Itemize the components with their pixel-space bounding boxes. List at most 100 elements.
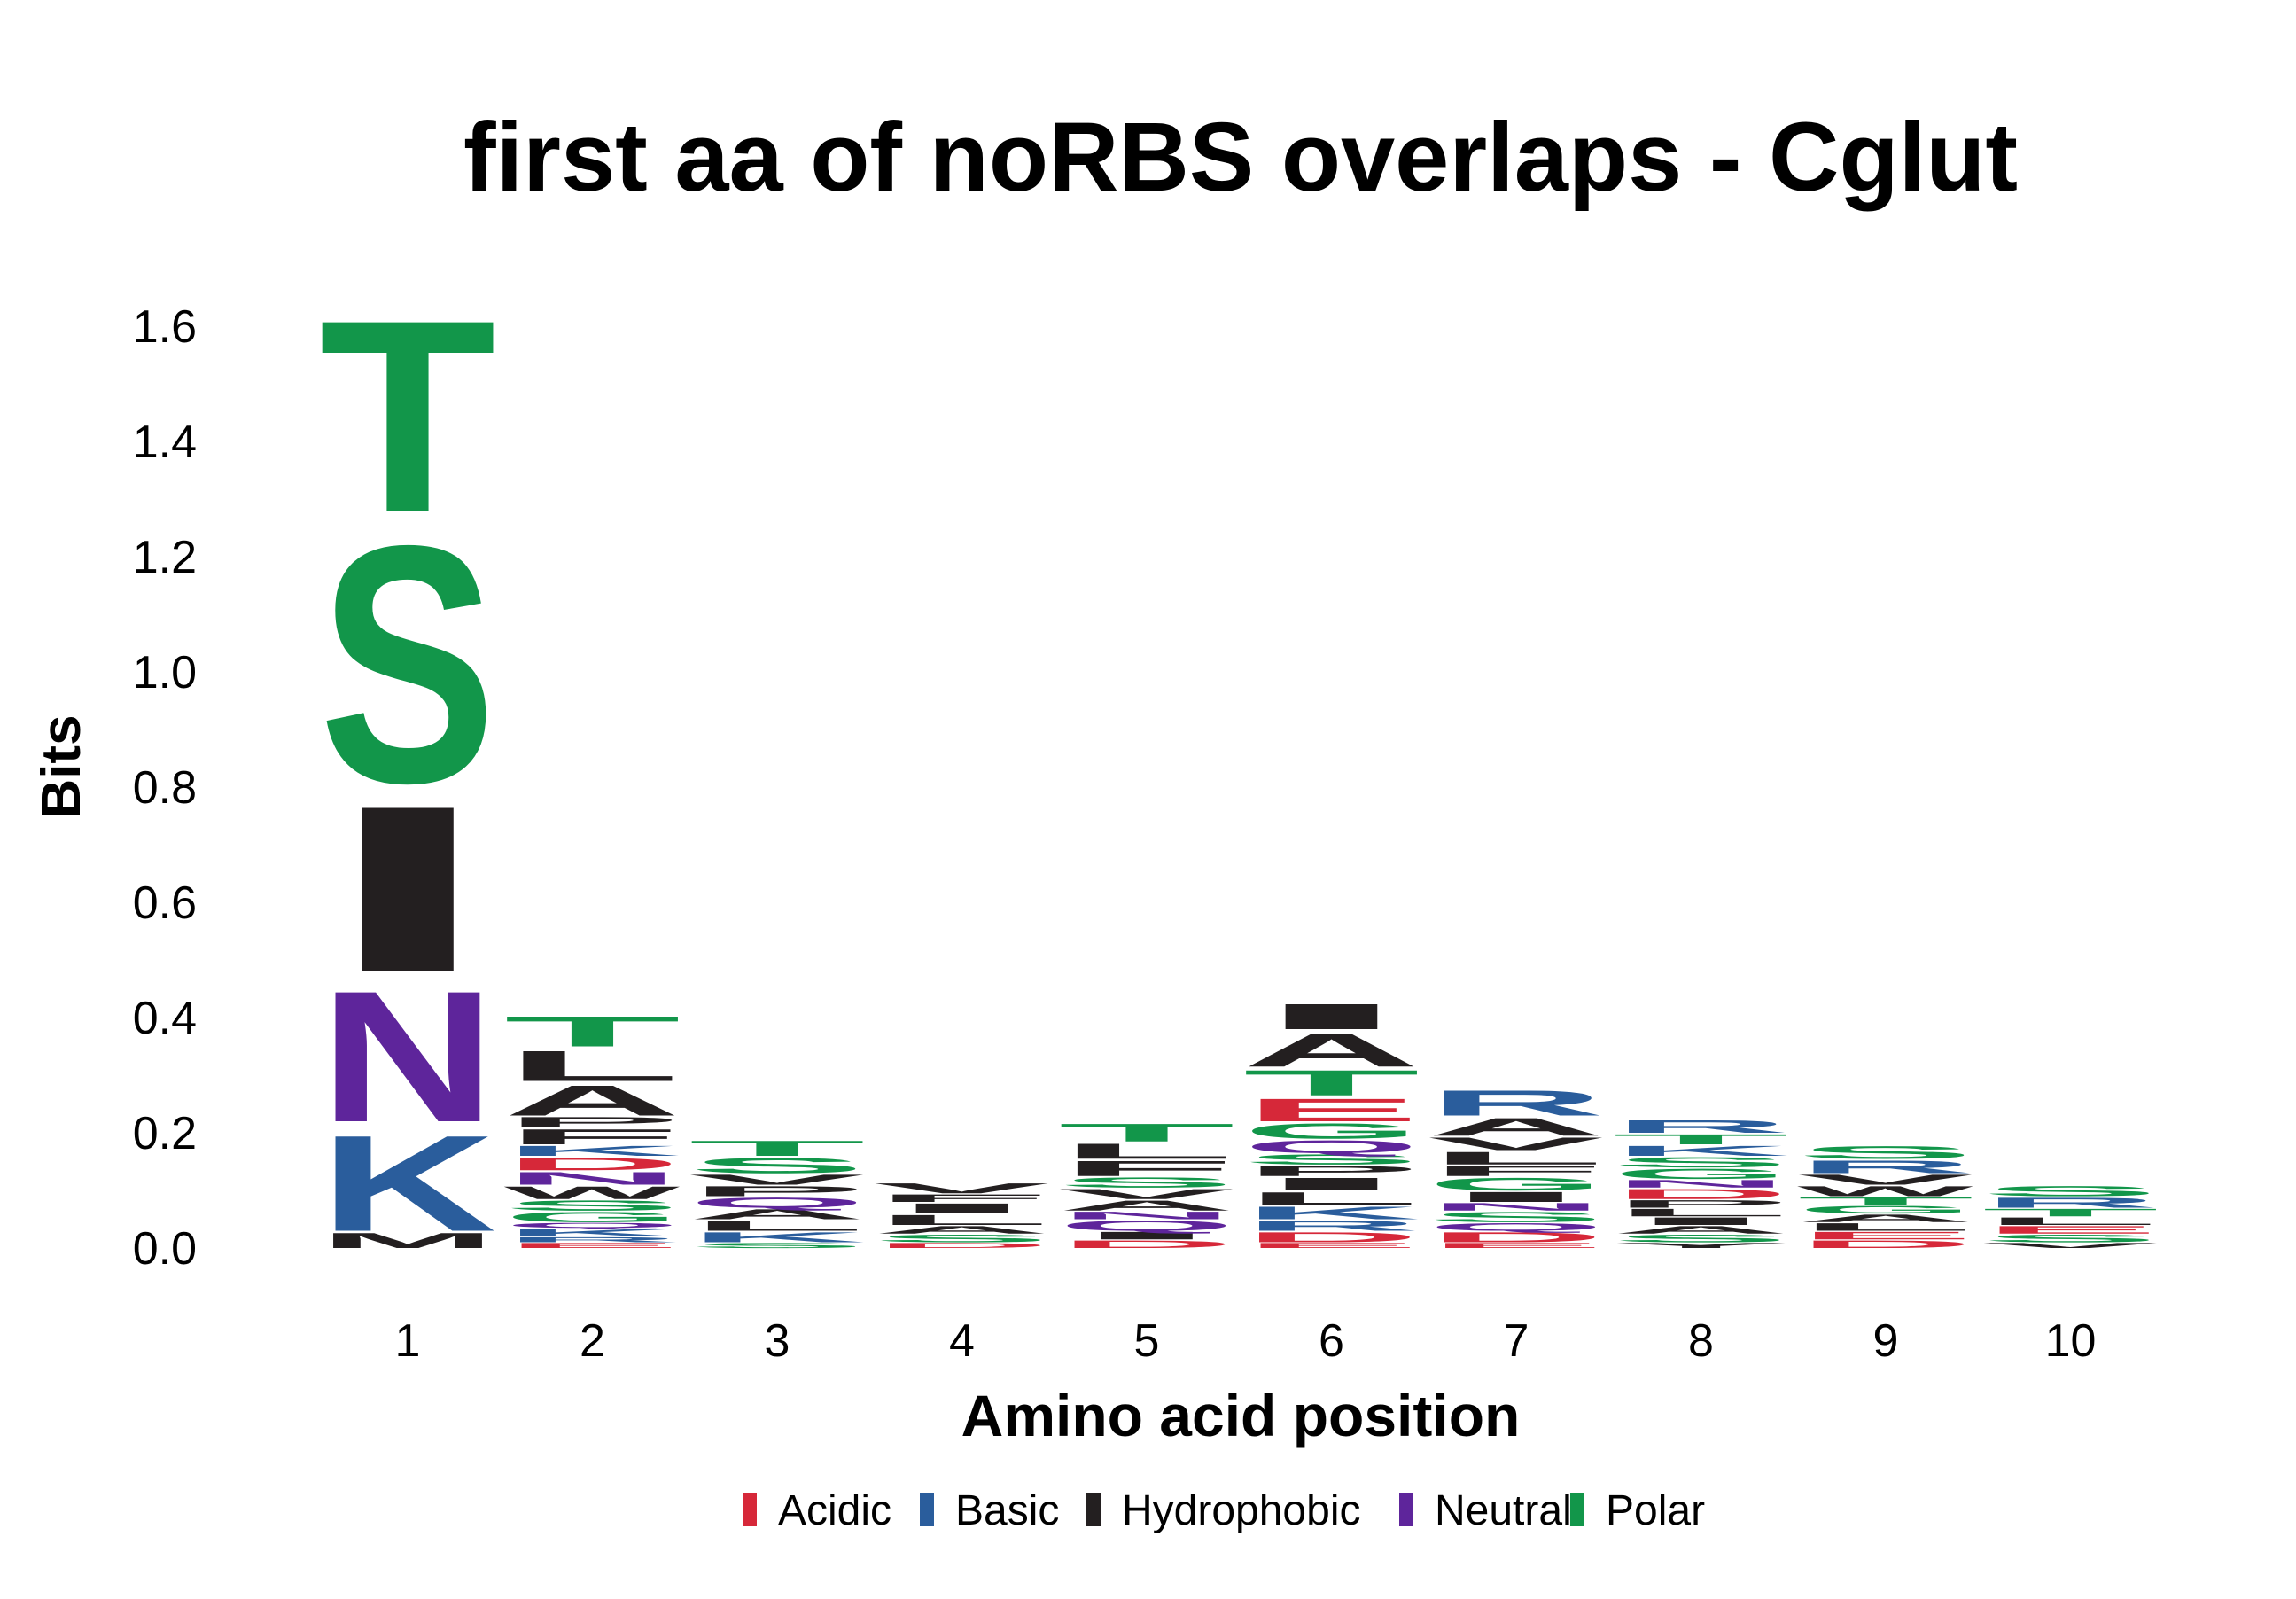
logo-letter-V: V	[1797, 1172, 1973, 1188]
logo-letter-D: D	[1243, 1229, 1420, 1245]
logo-letter-G: G	[1797, 1204, 1974, 1216]
logo-letter-I: I	[319, 757, 496, 1023]
logo-letter-W: W	[1797, 1183, 1973, 1199]
logo-letter-V: V	[1428, 1134, 1604, 1154]
x-tick-label: 9	[1873, 1315, 1899, 1367]
logo-letter-R: R	[504, 1236, 681, 1244]
logo-letter-P: P	[504, 1114, 681, 1130]
legend-swatch-hydrophobic	[1086, 1493, 1101, 1526]
logo-letter-K: K	[1613, 1143, 1790, 1158]
logo-letter-G: G	[504, 1209, 681, 1225]
logo-letter-I: I	[1613, 1215, 1790, 1228]
legend-swatch-neutral	[1399, 1493, 1413, 1526]
legend-label-acidic: Acidic	[778, 1487, 891, 1534]
logo-letter-I: I	[1058, 1229, 1235, 1242]
logo-letter-A: A	[1797, 1213, 1974, 1225]
x-axis-label: Amino acid position	[961, 1383, 1521, 1448]
chart-title: first aa of noRBS overlaps - Cglut	[463, 103, 2018, 212]
logo-letter-L: L	[874, 1212, 1051, 1228]
logo-letter-S: S	[1243, 1151, 1420, 1167]
logo-letter-S: S	[689, 1242, 866, 1250]
logo-letter-R: R	[1797, 1157, 1974, 1177]
y-tick-label: 0.2	[133, 1108, 197, 1159]
logo-letter-V: V	[1982, 1242, 2159, 1250]
logo-letter-F: F	[874, 1192, 1051, 1205]
logo-letter-K: K	[504, 1227, 681, 1239]
y-tick-label: 1.4	[133, 417, 197, 468]
legend-label-hydrophobic: Hydrophobic	[1122, 1487, 1360, 1534]
y-axis-ticks: 0.0 0.2 0.4 0.6 0.8 1.0 1.2 1.4 1.6	[133, 301, 197, 1275]
x-tick-label: 1	[395, 1315, 421, 1367]
legend: Acidic Basic Hydrophobic Neutral Polar	[743, 1487, 1705, 1534]
logo-stacks: MKNISTERKQGSWNDKFPALTSKLAQPVSTDSALIFVDIQ…	[319, 264, 2160, 1260]
x-tick-label: 4	[949, 1315, 975, 1367]
y-axis-label: Bits	[31, 714, 92, 818]
logo-letter-R: R	[1613, 1117, 1790, 1137]
x-tick-label: 3	[765, 1315, 790, 1367]
logo-letter-S: S	[1613, 1154, 1790, 1170]
y-tick-label: 0.6	[133, 878, 197, 929]
x-tick-label: 7	[1504, 1315, 1529, 1367]
logo-letter-T: T	[1243, 1063, 1420, 1103]
logo-letter-I: I	[1428, 1189, 1605, 1205]
logo-letter-E: E	[1243, 1092, 1420, 1128]
logo-letter-D: D	[1428, 1229, 1605, 1245]
y-tick-label: 1.6	[133, 301, 197, 353]
logo-letter-A: A	[1613, 1224, 1790, 1236]
logo-letter-T: T	[1058, 1119, 1235, 1147]
logo-letter-A: A	[1058, 1197, 1235, 1213]
logo-letter-L: L	[1428, 1148, 1605, 1168]
logo-letter-I: I	[1243, 996, 1420, 1036]
logo-letter-P: P	[1613, 1197, 1790, 1210]
logo-letter-L: L	[689, 1218, 866, 1234]
logo-letter-L: L	[1797, 1221, 1974, 1234]
logo-letter-F: F	[1058, 1157, 1235, 1181]
y-tick-label: 0.0	[133, 1223, 197, 1275]
logo-letter-L: L	[1058, 1139, 1235, 1163]
logo-letter-S: S	[504, 1197, 681, 1213]
legend-swatch-polar	[1570, 1493, 1584, 1526]
logo-letter-K: K	[689, 1229, 866, 1245]
logo-letter-K: K	[319, 1107, 496, 1260]
legend-label-basic: Basic	[955, 1487, 1059, 1534]
logo-letter-K: K	[504, 1143, 681, 1158]
logo-letter-T: T	[1982, 1206, 2160, 1219]
logo-letter-A: A	[1243, 1025, 1420, 1077]
logo-letter-E: E	[1982, 1224, 2160, 1236]
logo-letter-Q: Q	[1243, 1136, 1420, 1157]
logo-letter-S: S	[1982, 1183, 2160, 1199]
logo-letter-D: D	[1613, 1186, 1790, 1202]
legend-swatch-basic	[920, 1493, 934, 1526]
logo-letter-Q: Q	[504, 1221, 681, 1229]
logo-letter-V: V	[1058, 1186, 1234, 1202]
logo-letter-A: A	[504, 1077, 681, 1125]
logo-letter-E: E	[1243, 1242, 1420, 1250]
logo-letter-D: D	[504, 1154, 681, 1174]
logo-letter-L: L	[1613, 1206, 1790, 1219]
logo-letter-K: K	[1243, 1203, 1420, 1223]
logo-letter-F: F	[1428, 1163, 1605, 1179]
logo-letter-F: F	[504, 1125, 681, 1149]
y-tick-label: 1.0	[133, 647, 197, 698]
logo-letter-S: S	[1982, 1232, 2160, 1244]
legend-label-neutral: Neutral	[1435, 1487, 1572, 1534]
logo-letter-M: M	[319, 1228, 496, 1252]
logo-letter-Q: Q	[689, 1195, 866, 1211]
logo-letter-S: S	[1613, 1232, 1790, 1244]
x-tick-label: 6	[1319, 1315, 1344, 1367]
logo-letter-L: L	[1243, 1189, 1420, 1209]
logo-letter-S: S	[689, 1153, 866, 1177]
logo-letter-E: E	[1428, 1242, 1605, 1250]
logo-letter-D: D	[1058, 1238, 1235, 1251]
legend-swatch-acidic	[743, 1493, 757, 1526]
logo-letter-G: G	[1613, 1166, 1790, 1182]
logo-letter-A: A	[1428, 1113, 1605, 1142]
logo-letter-N: N	[1613, 1178, 1790, 1190]
logo-letter-T: T	[504, 1007, 681, 1056]
